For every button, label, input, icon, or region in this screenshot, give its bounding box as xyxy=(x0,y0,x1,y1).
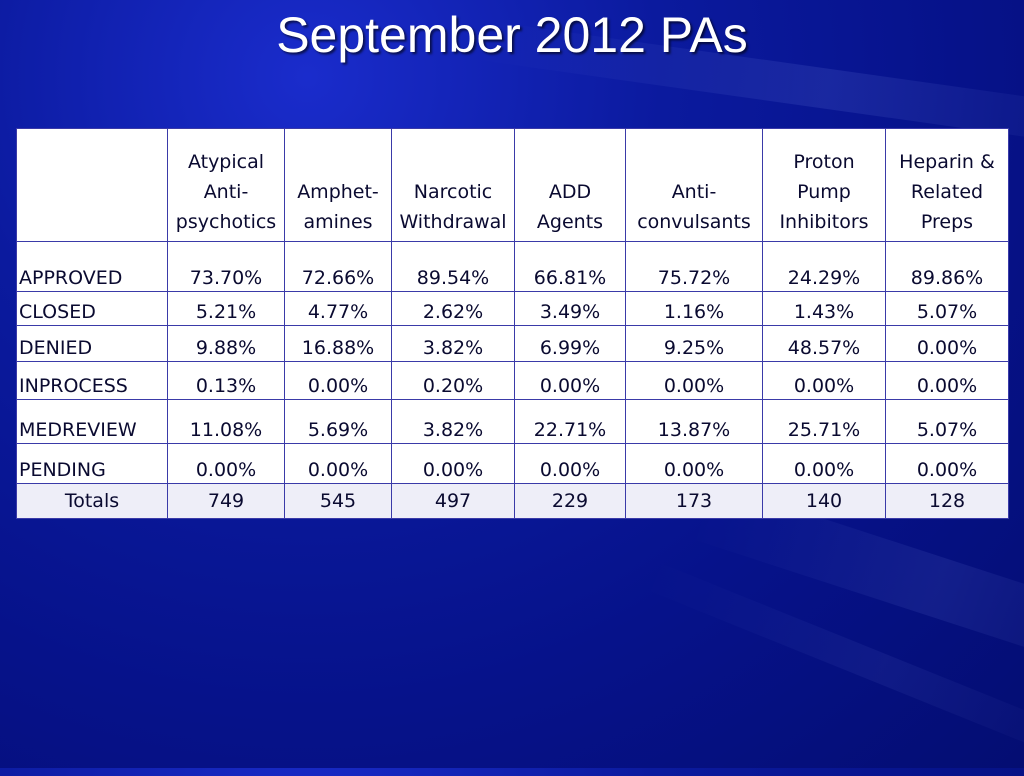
table-cell: 89.86% xyxy=(885,241,1009,292)
table-cell: 4.77% xyxy=(284,291,392,326)
table-cell: 5.21% xyxy=(167,291,285,326)
totals-cell: 128 xyxy=(885,483,1009,519)
table-cell: 3.82% xyxy=(391,399,515,444)
table-cell: 6.99% xyxy=(514,325,626,362)
table-cell: 48.57% xyxy=(762,325,886,362)
table-cell: 73.70% xyxy=(167,241,285,292)
table-cell: 1.43% xyxy=(762,291,886,326)
totals-cell: 545 xyxy=(284,483,392,519)
totals-label: Totals xyxy=(16,483,168,519)
table-cell: 75.72% xyxy=(625,241,763,292)
table-cell: 0.00% xyxy=(284,361,392,400)
column-header: Proton Pump Inhibitors xyxy=(762,128,886,242)
table-cell: 0.00% xyxy=(762,443,886,484)
row-label: CLOSED xyxy=(16,291,168,326)
row-label: DENIED xyxy=(16,325,168,362)
totals-cell: 749 xyxy=(167,483,285,519)
header-row: Atypical Anti- psychotics Amphet- amines… xyxy=(16,128,1009,242)
row-label: MEDREVIEW xyxy=(16,399,168,444)
table-cell: 11.08% xyxy=(167,399,285,444)
table-cell: 0.00% xyxy=(885,361,1009,400)
column-header xyxy=(16,128,168,242)
table-cell: 9.25% xyxy=(625,325,763,362)
row-label: APPROVED xyxy=(16,241,168,292)
totals-row: Totals 749 545 497 229 173 140 128 xyxy=(16,483,1009,519)
table-cell: 89.54% xyxy=(391,241,515,292)
column-header: Amphet- amines xyxy=(284,128,392,242)
table-cell: 0.00% xyxy=(625,361,763,400)
table-cell: 5.07% xyxy=(885,291,1009,326)
table-row: APPROVED 73.70% 72.66% 89.54% 66.81% 75.… xyxy=(16,241,1009,292)
slide-title: September 2012 PAs xyxy=(276,7,748,63)
pa-table: Atypical Anti- psychotics Amphet- amines… xyxy=(16,128,1009,519)
table-cell: 1.16% xyxy=(625,291,763,326)
column-header: Atypical Anti- psychotics xyxy=(167,128,285,242)
table-cell: 22.71% xyxy=(514,399,626,444)
table-row: INPROCESS 0.13% 0.00% 0.20% 0.00% 0.00% … xyxy=(16,361,1009,400)
table-cell: 72.66% xyxy=(284,241,392,292)
table-cell: 0.00% xyxy=(167,443,285,484)
column-header: Narcotic Withdrawal xyxy=(391,128,515,242)
row-label: INPROCESS xyxy=(16,361,168,400)
table-cell: 3.49% xyxy=(514,291,626,326)
table-row: PENDING 0.00% 0.00% 0.00% 0.00% 0.00% 0.… xyxy=(16,443,1009,484)
table-cell: 24.29% xyxy=(762,241,886,292)
table-cell: 0.00% xyxy=(885,325,1009,362)
table-cell: 5.07% xyxy=(885,399,1009,444)
table-row: DENIED 9.88% 16.88% 3.82% 6.99% 9.25% 48… xyxy=(16,325,1009,362)
table-row: CLOSED 5.21% 4.77% 2.62% 3.49% 1.16% 1.4… xyxy=(16,291,1009,326)
table-cell: 3.82% xyxy=(391,325,515,362)
table-cell: 0.20% xyxy=(391,361,515,400)
row-label: PENDING xyxy=(16,443,168,484)
totals-cell: 173 xyxy=(625,483,763,519)
table-cell: 0.00% xyxy=(762,361,886,400)
table-cell: 0.13% xyxy=(167,361,285,400)
table-cell: 0.00% xyxy=(625,443,763,484)
table-cell: 0.00% xyxy=(284,443,392,484)
table-cell: 16.88% xyxy=(284,325,392,362)
column-header: Heparin & Related Preps xyxy=(885,128,1009,242)
totals-cell: 497 xyxy=(391,483,515,519)
table-cell: 0.00% xyxy=(514,443,626,484)
table-cell: 66.81% xyxy=(514,241,626,292)
column-header: Anti- convulsants xyxy=(625,128,763,242)
table-row: MEDREVIEW 11.08% 5.69% 3.82% 22.71% 13.8… xyxy=(16,399,1009,444)
totals-cell: 140 xyxy=(762,483,886,519)
table-cell: 0.00% xyxy=(391,443,515,484)
table-cell: 9.88% xyxy=(167,325,285,362)
column-header: ADD Agents xyxy=(514,128,626,242)
table-cell: 2.62% xyxy=(391,291,515,326)
table-cell: 0.00% xyxy=(514,361,626,400)
totals-cell: 229 xyxy=(514,483,626,519)
table-cell: 5.69% xyxy=(284,399,392,444)
table-cell: 25.71% xyxy=(762,399,886,444)
background-streak xyxy=(644,561,1024,776)
table-cell: 13.87% xyxy=(625,399,763,444)
table-cell: 0.00% xyxy=(885,443,1009,484)
